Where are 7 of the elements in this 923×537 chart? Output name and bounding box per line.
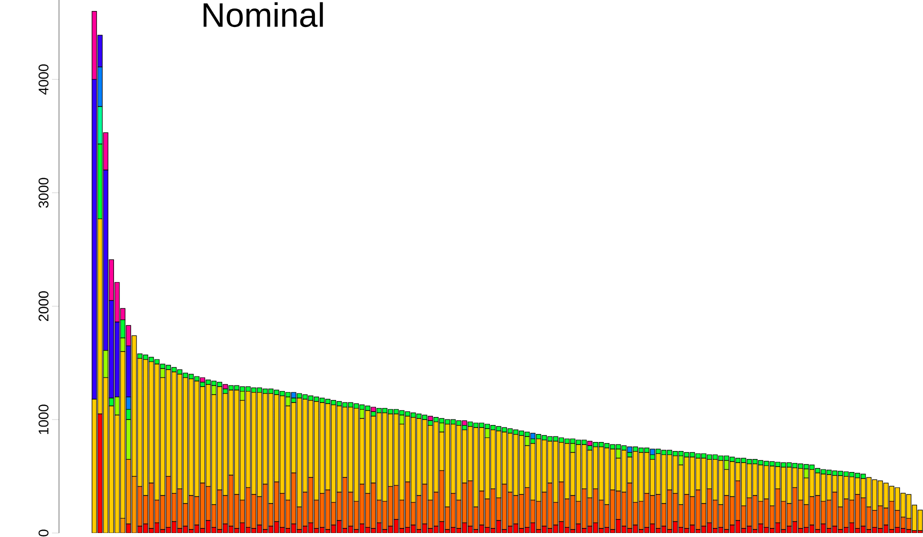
- y-tick-label: 1000: [38, 404, 48, 434]
- bar: [240, 390, 245, 401]
- y-tick-label: 4000: [38, 64, 48, 95]
- chart-title: Nominal: [204, 2, 323, 28]
- y-tick-label: 2000: [38, 291, 48, 321]
- y-tick-label: 0: [38, 530, 48, 536]
- y-tick-label: 3000: [38, 178, 48, 208]
